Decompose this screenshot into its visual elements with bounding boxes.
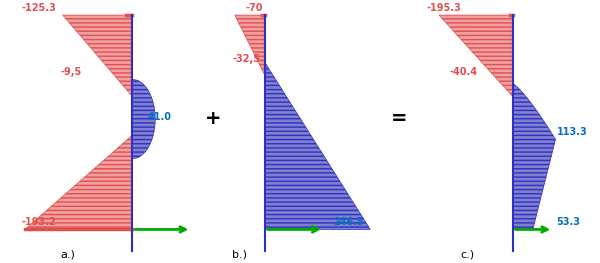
- Polygon shape: [265, 62, 370, 229]
- Polygon shape: [62, 15, 133, 97]
- Text: 113.3: 113.3: [557, 127, 587, 137]
- Text: -32,5: -32,5: [232, 54, 260, 64]
- Text: -9,5: -9,5: [61, 67, 82, 77]
- Text: -193.2: -193.2: [21, 217, 56, 227]
- Text: -195.3: -195.3: [426, 3, 461, 13]
- Text: 246.5: 246.5: [333, 217, 364, 227]
- Polygon shape: [439, 15, 513, 97]
- Polygon shape: [513, 84, 556, 229]
- Text: =: =: [391, 109, 407, 128]
- Text: -70: -70: [245, 3, 263, 13]
- Text: b.): b.): [232, 249, 247, 259]
- Text: -125.3: -125.3: [21, 3, 56, 13]
- Text: a.): a.): [61, 249, 75, 259]
- Text: 53.3: 53.3: [557, 217, 581, 227]
- Polygon shape: [133, 79, 155, 159]
- Text: +: +: [205, 109, 221, 128]
- Polygon shape: [25, 135, 133, 229]
- Text: c.): c.): [461, 249, 475, 259]
- Text: -40.4: -40.4: [449, 67, 477, 77]
- Polygon shape: [235, 15, 265, 75]
- Text: 41.0: 41.0: [148, 112, 172, 122]
